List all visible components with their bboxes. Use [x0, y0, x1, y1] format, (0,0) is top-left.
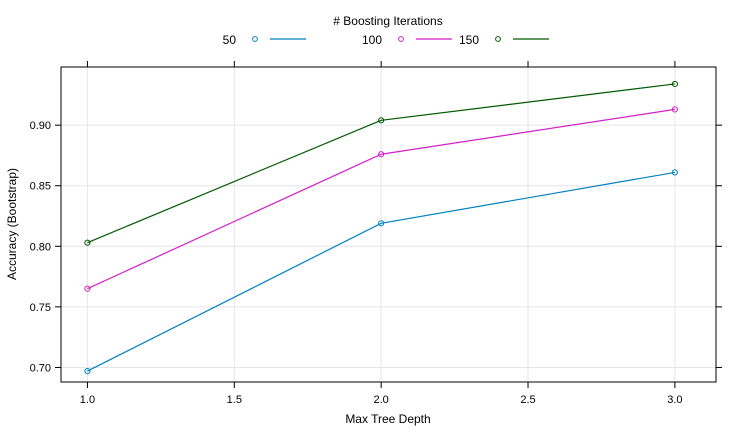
legend: 50 100 150 — [223, 33, 549, 47]
axis-ticks: 1.0 1.5 2.0 2.5 3.0 0.70 0.75 0.80 0.85 0.90 — [30, 61, 722, 406]
y-tick-label: 0.90 — [30, 120, 51, 132]
legend-label-150: 150 — [459, 33, 479, 47]
x-tick-label: 1.0 — [80, 394, 95, 406]
legend-label-50: 50 — [223, 33, 237, 47]
legend-marker-100 — [399, 37, 404, 42]
x-tick-label: 1.5 — [227, 394, 242, 406]
y-tick-label: 0.85 — [30, 181, 51, 193]
y-tick-label: 0.70 — [30, 362, 51, 374]
x-axis-label: Max Tree Depth — [345, 412, 430, 426]
legend-marker-150 — [496, 37, 501, 42]
x-tick-label: 2.5 — [520, 394, 535, 406]
y-tick-label: 0.75 — [30, 302, 51, 314]
legend-label-100: 100 — [362, 33, 382, 47]
x-tick-label: 3.0 — [667, 394, 682, 406]
y-axis-label: Accuracy (Bootstrap) — [5, 168, 19, 280]
legend-title: # Boosting Iterations — [333, 14, 442, 28]
y-tick-label: 0.80 — [30, 241, 51, 253]
legend-marker-50 — [253, 37, 258, 42]
x-tick-label: 2.0 — [374, 394, 389, 406]
